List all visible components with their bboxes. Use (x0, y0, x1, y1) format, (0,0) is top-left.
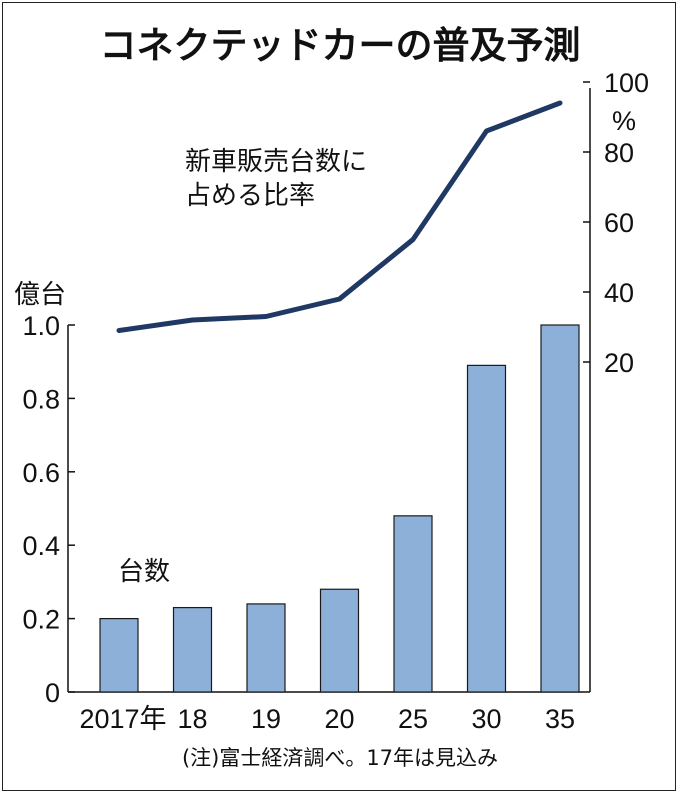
bar-series-label: 台数 (118, 557, 170, 587)
right-tick-label-0: 20 (604, 348, 634, 378)
left-tick-label-0: 0 (45, 678, 60, 708)
x-tick-label-1: 18 (177, 704, 207, 734)
line-series (116, 100, 563, 333)
line-series-label: 新車販売台数に占める比率 (185, 147, 367, 211)
bar-4 (393, 515, 433, 693)
ratio-line (116, 100, 563, 333)
bar-5 (466, 364, 507, 693)
x-tick-label-0: 2017年 (79, 704, 166, 734)
right-tick-label-1: 40 (604, 278, 634, 308)
right-tick-label-3: 80 (604, 138, 634, 168)
x-tick-label-3: 20 (324, 704, 354, 734)
left-axis-unit: 億台 (14, 280, 66, 310)
left-axis-ticks: 0 0.2 0.4 0.6 0.8 1.0 (22, 311, 75, 708)
x-tick-label-2: 19 (251, 704, 281, 734)
x-tick-label-6: 35 (545, 704, 575, 734)
x-axis-ticks: 2017年 18 19 20 25 30 35 (79, 704, 575, 734)
left-tick-label-4: 0.8 (22, 384, 60, 414)
right-tick-label-2: 60 (604, 208, 634, 238)
bar-2 (246, 603, 286, 693)
left-tick-label-3: 0.6 (22, 458, 60, 488)
right-axis-ticks: 20 40 60 80 100 (583, 68, 649, 378)
right-tick-label-4: 100 (604, 68, 649, 98)
bar-1 (172, 606, 213, 693)
right-axis-unit: % (612, 106, 636, 136)
left-tick-label-1: 0.2 (22, 605, 60, 635)
chart-title: コネクテッドカーの普及予測 (100, 24, 581, 67)
bar-series (99, 324, 580, 693)
left-tick-label-5: 1.0 (22, 311, 60, 341)
left-tick-label-2: 0.4 (22, 531, 60, 561)
bar-6 (540, 324, 580, 693)
bar-3 (319, 588, 360, 693)
x-tick-label-5: 30 (471, 704, 501, 734)
x-tick-label-4: 25 (398, 704, 428, 734)
bar-0 (99, 617, 139, 693)
source-note: (注)富士経済調べ。17年は見込み (182, 746, 498, 770)
